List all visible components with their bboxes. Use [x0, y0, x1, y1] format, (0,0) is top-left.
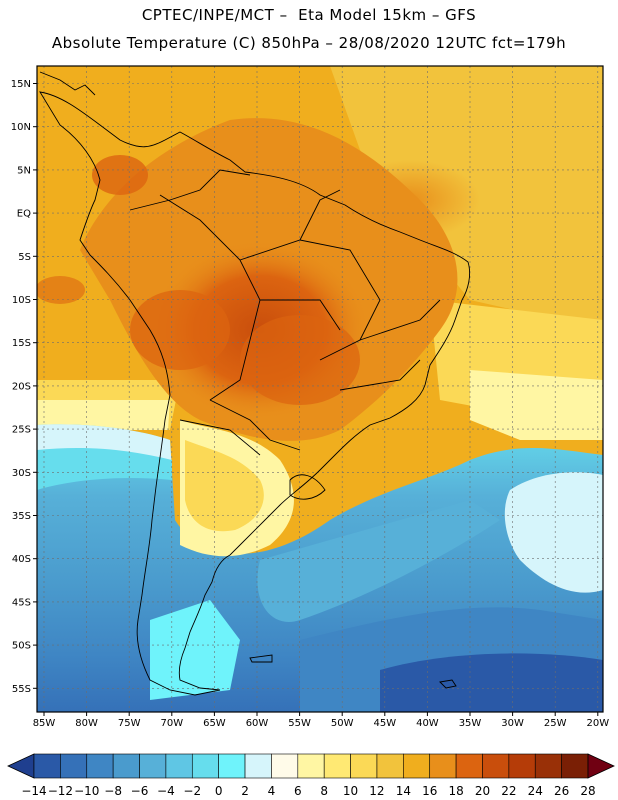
colorbar-label: 22	[501, 784, 516, 798]
lat-label: 30S	[12, 468, 31, 479]
colorbar-label: 12	[369, 784, 384, 798]
colorbar-swatch	[561, 753, 589, 779]
colorbar-swatch	[429, 753, 457, 779]
colorbar-swatch	[482, 753, 510, 779]
lat-label: 15N	[11, 79, 31, 90]
colorbar-swatch	[86, 753, 114, 779]
colorbar-label: 24	[528, 784, 543, 798]
colorbar-label: 18	[448, 784, 463, 798]
lon-label: 80W	[75, 718, 98, 729]
colorbar-swatch	[350, 753, 378, 779]
colorbar-swatch	[508, 753, 536, 779]
lat-label: 5N	[17, 165, 31, 176]
colorbar-swatch	[297, 753, 325, 779]
lon-label: 70W	[160, 718, 183, 729]
lat-label: 55S	[12, 684, 31, 695]
lat-label: 50S	[12, 641, 31, 652]
colorbar-swatch	[191, 753, 219, 779]
colorbar-label: 6	[294, 784, 302, 798]
colorbar-swatch	[403, 753, 431, 779]
colorbar-swatch	[455, 753, 483, 779]
colorbar-label: 28	[580, 784, 595, 798]
colorbar-label: −6	[131, 784, 149, 798]
colorbar-label: −8	[104, 784, 122, 798]
lat-label: 5S	[18, 252, 31, 263]
lon-label: 45W	[373, 718, 396, 729]
colorbar-label: 20	[475, 784, 490, 798]
colorbar-max-arrow	[587, 753, 615, 779]
latitude-axis: 15N 10N 5N EQ 5S 10S 15S 20S 25S 30S 35S 40S 45S 50S 5…	[11, 79, 37, 695]
lat-label: 15S	[12, 338, 31, 349]
lat-label: 10N	[11, 122, 31, 133]
graticule	[37, 66, 603, 712]
lon-label: 40W	[416, 718, 439, 729]
colorbar-min-arrow	[7, 753, 35, 779]
lat-label: 40S	[12, 554, 31, 565]
colorbar-swatch	[112, 753, 140, 779]
colorbar-label: 4	[268, 784, 276, 798]
colorbar-swatch	[244, 753, 272, 779]
lon-label: 20W	[586, 718, 609, 729]
lon-label: 30W	[501, 718, 524, 729]
colorbar-label: 10	[343, 784, 358, 798]
colorbar-label: 16	[422, 784, 437, 798]
lon-label: 50W	[331, 718, 354, 729]
title-line-1: CPTEC/INPE/MCT – Eta Model 15km – GFS	[141, 6, 477, 24]
lon-label: 65W	[203, 718, 226, 729]
colorbar-swatch	[376, 753, 404, 779]
colorbar-swatch	[165, 753, 193, 779]
lat-label: 35S	[12, 511, 31, 522]
colorbar-swatch	[218, 753, 246, 779]
colorbar-swatch	[323, 753, 351, 779]
colorbar-label: −12	[48, 784, 73, 798]
colorbar-swatch	[139, 753, 167, 779]
colorbar-label: −14	[21, 784, 46, 798]
colorbar-label: 14	[396, 784, 411, 798]
colorbar: −14 −12 −10 −8 −6 −4 −2 0 2 4 6 8 10 12 14 16 18 20 22 24 26…	[7, 753, 615, 798]
title-line-2: Absolute Temperature (C) 850hPa – 28/08/…	[51, 34, 567, 52]
temperature-field	[37, 66, 603, 712]
colorbar-label: 0	[215, 784, 223, 798]
longitude-axis: 85W 80W 75W 70W 65W 60W 55W 50W 45W 40W 35W 30W 25W 2…	[33, 712, 609, 729]
lat-label: 20S	[12, 381, 31, 392]
lon-label: 75W	[118, 718, 141, 729]
plot-frame	[36, 65, 604, 713]
coastlines	[39, 71, 471, 696]
colorbar-swatch	[60, 753, 88, 779]
colorbar-label: −4	[157, 784, 175, 798]
lat-label: 25S	[12, 425, 31, 436]
lat-label: 45S	[12, 597, 31, 608]
lon-label: 35W	[459, 718, 482, 729]
colorbar-label: 26	[554, 784, 569, 798]
lat-label: 10S	[12, 295, 31, 306]
colorbar-label: −2	[183, 784, 201, 798]
colorbar-swatch	[534, 753, 562, 779]
lon-label: 55W	[288, 718, 311, 729]
colorbar-label: −10	[74, 784, 99, 798]
colorbar-label: 2	[241, 784, 249, 798]
lon-label: 60W	[246, 718, 269, 729]
colorbar-swatch	[271, 753, 299, 779]
colorbar-swatch	[33, 753, 61, 779]
lat-label: EQ	[17, 209, 31, 220]
lon-label: 25W	[544, 718, 567, 729]
lon-label: 85W	[33, 718, 56, 729]
colorbar-label: 8	[320, 784, 328, 798]
